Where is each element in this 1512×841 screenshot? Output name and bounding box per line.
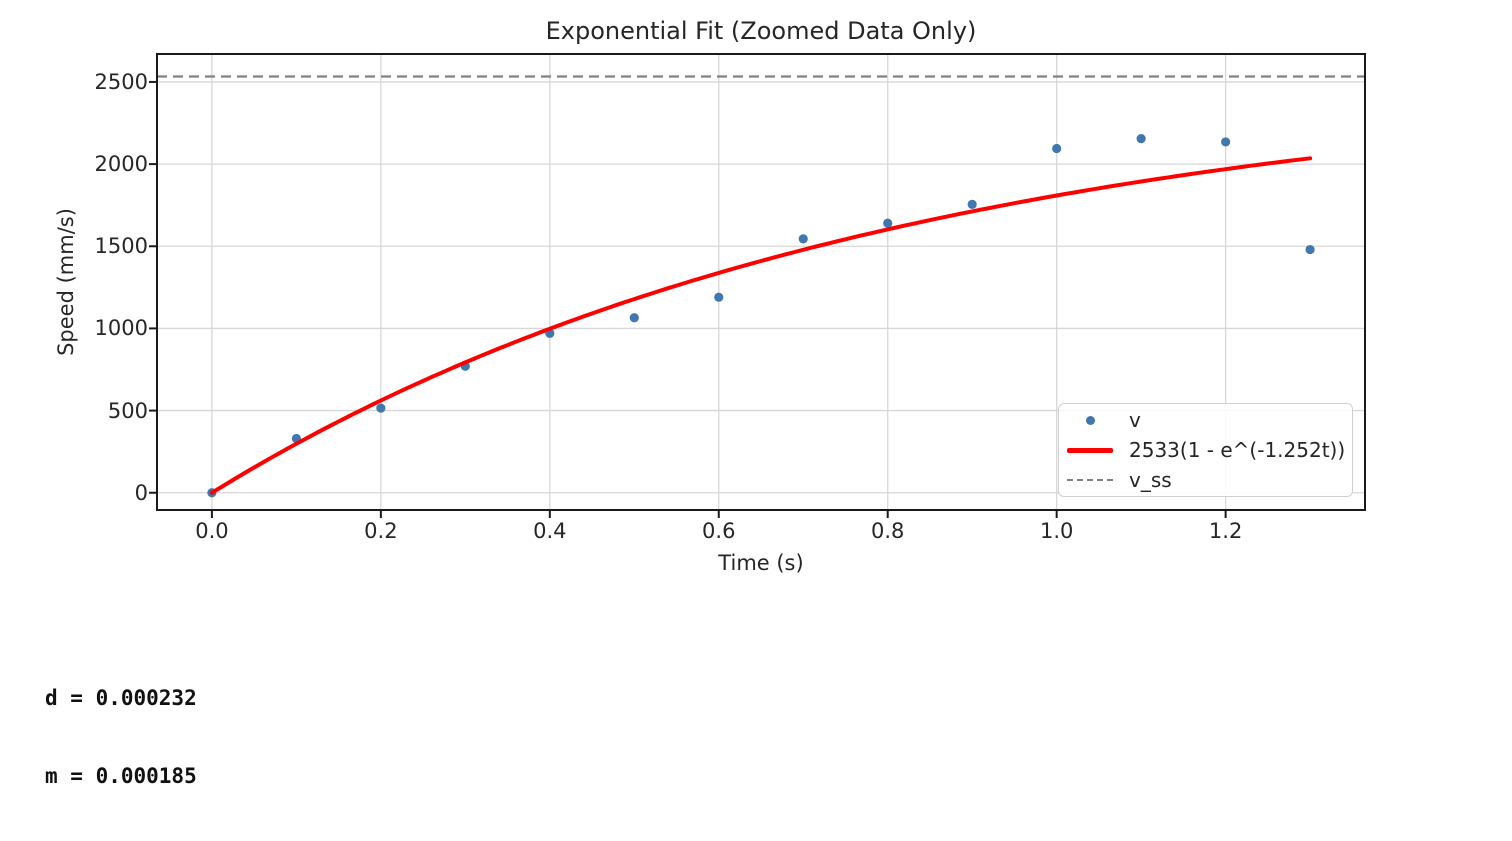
legend-swatch-area (1065, 447, 1115, 453)
legend-item-v: v (1059, 406, 1352, 434)
legend-swatch-area (1065, 479, 1115, 481)
x-tick-label: 1.2 (1208, 519, 1243, 543)
fit-curve (209, 156, 1313, 495)
data-point (1305, 244, 1315, 255)
fit-line-icon (1067, 447, 1113, 453)
x-tick-label: 0.6 (702, 519, 736, 543)
chart-title: Exponential Fit (Zoomed Data Only) (545, 17, 977, 45)
fit-parameters: d = 0.000232 m = 0.000185 (45, 633, 197, 841)
x-tick-label: 0.2 (364, 519, 398, 543)
y-tick-label: 0 (134, 480, 148, 505)
data-point (1136, 134, 1146, 144)
y-tick-label: 2000 (94, 152, 148, 177)
legend-label-v: v (1129, 408, 1141, 432)
figure: Exponential Fit (Zoomed Data Only) Speed… (45, 17, 1366, 788)
x-axis-label: Time (s) (718, 551, 804, 575)
param-d: d = 0.000232 (45, 686, 197, 710)
legend-swatch-area (1065, 415, 1115, 425)
x-tick-label: 0.4 (533, 519, 567, 543)
y-tick-label: 2500 (94, 69, 148, 94)
data-point (798, 234, 808, 244)
legend-label-vss: v_ss (1129, 468, 1172, 492)
legend-item-fit: 2533(1 - e^(-1.252t)) (1059, 436, 1352, 464)
data-point (376, 403, 386, 413)
data-point (1221, 137, 1231, 147)
legend-label-fit: 2533(1 - e^(-1.252t)) (1129, 438, 1346, 462)
y-tick-label: 500 (107, 398, 148, 423)
axes-frame (156, 53, 1366, 511)
legend-item-vss: v_ss (1059, 466, 1352, 494)
x-tick-label: 1.0 (1039, 519, 1074, 543)
param-m: m = 0.000185 (45, 764, 197, 788)
x-tick-label: 0.8 (871, 519, 905, 543)
data-point (1052, 143, 1062, 154)
data-point (629, 313, 639, 323)
x-tick-label: 0.0 (195, 519, 229, 543)
y-tick-label: 1500 (94, 234, 148, 259)
scatter-marker-icon (1085, 415, 1095, 425)
data-point (714, 292, 724, 302)
legend: v 2533(1 - e^(-1.252t)) v_ss (1058, 403, 1353, 497)
data-point (883, 218, 893, 228)
data-point (967, 199, 977, 209)
dashed-line-icon (1067, 479, 1113, 481)
plot-area (149, 53, 1366, 518)
y-tick-label: 1000 (94, 316, 148, 341)
